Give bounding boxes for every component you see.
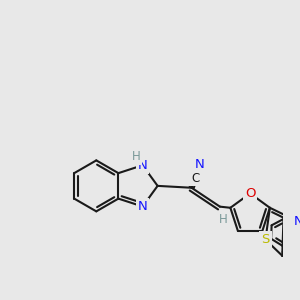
Text: O: O [245,187,255,200]
Text: H: H [219,213,228,226]
Text: N: N [294,215,300,228]
Text: N: N [138,200,148,213]
Text: S: S [261,233,270,246]
Text: H: H [132,150,140,163]
Text: N: N [138,159,148,172]
Text: C: C [191,172,199,184]
Text: N: N [195,158,205,171]
